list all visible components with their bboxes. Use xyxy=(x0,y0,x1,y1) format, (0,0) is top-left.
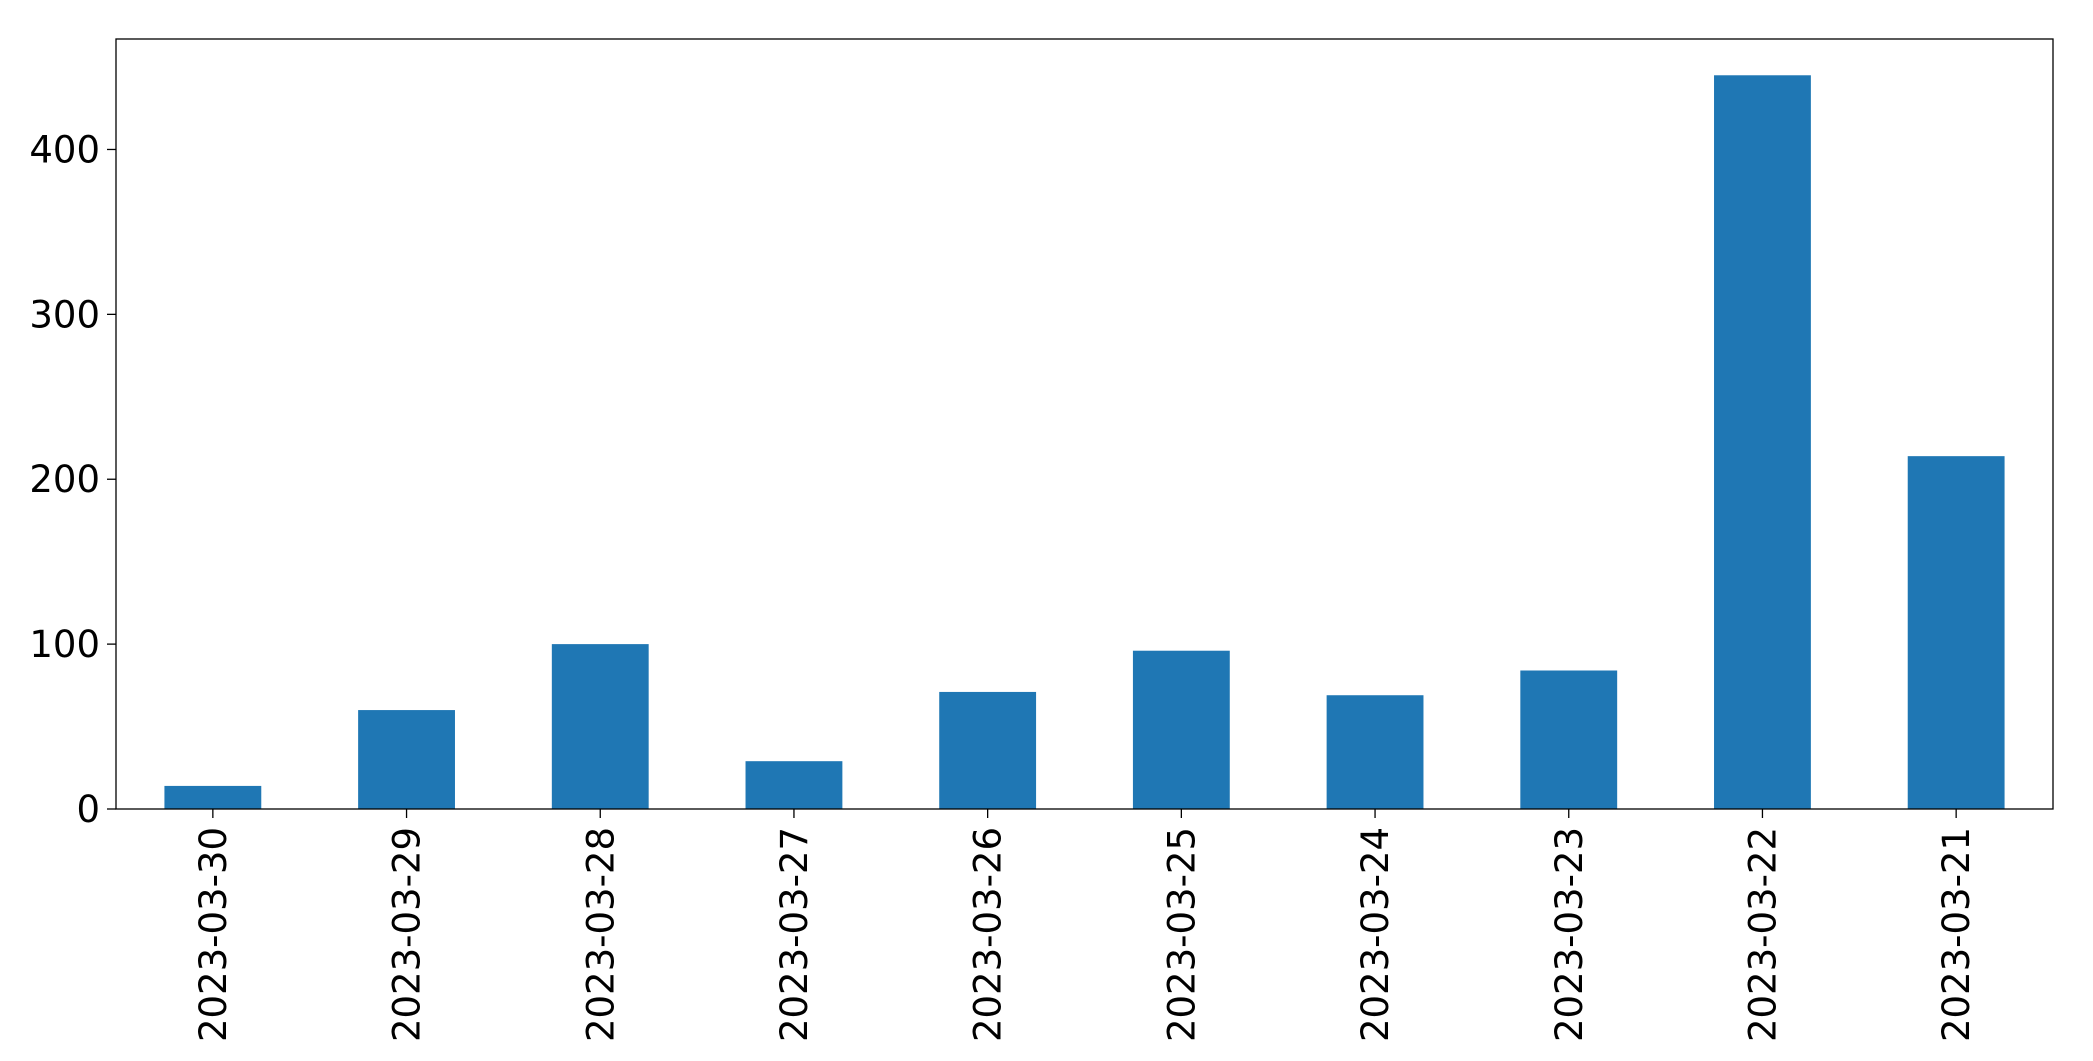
x-tick-label: 2023-03-30 xyxy=(192,827,235,1042)
y-tick-label: 100 xyxy=(29,623,100,666)
y-tick-label: 400 xyxy=(29,128,100,171)
x-tick-label: 2023-03-23 xyxy=(1548,827,1591,1042)
bar xyxy=(1132,650,1230,809)
y-tick-label: 200 xyxy=(29,458,100,501)
x-tick-label: 2023-03-25 xyxy=(1160,827,1203,1042)
bar xyxy=(939,691,1037,809)
bar xyxy=(551,644,649,809)
bar xyxy=(358,710,455,809)
bar xyxy=(164,785,262,809)
bar xyxy=(1907,456,2005,809)
x-tick-label: 2023-03-28 xyxy=(579,827,622,1042)
y-tick-label: 300 xyxy=(29,293,100,336)
x-tick-label: 2023-03-22 xyxy=(1741,827,1784,1042)
plot-frame xyxy=(115,38,2054,810)
bar xyxy=(1520,670,1618,809)
x-tick-label: 2023-03-21 xyxy=(1935,827,1978,1042)
bar xyxy=(1326,695,1424,809)
bar xyxy=(1714,75,1811,809)
x-tick-label: 2023-03-29 xyxy=(386,827,429,1042)
x-tick-label: 2023-03-27 xyxy=(773,827,816,1042)
x-tick-label: 2023-03-26 xyxy=(967,827,1010,1042)
y-tick-label: 0 xyxy=(76,788,100,831)
x-tick-label: 2023-03-24 xyxy=(1354,827,1397,1042)
bar xyxy=(745,761,843,809)
